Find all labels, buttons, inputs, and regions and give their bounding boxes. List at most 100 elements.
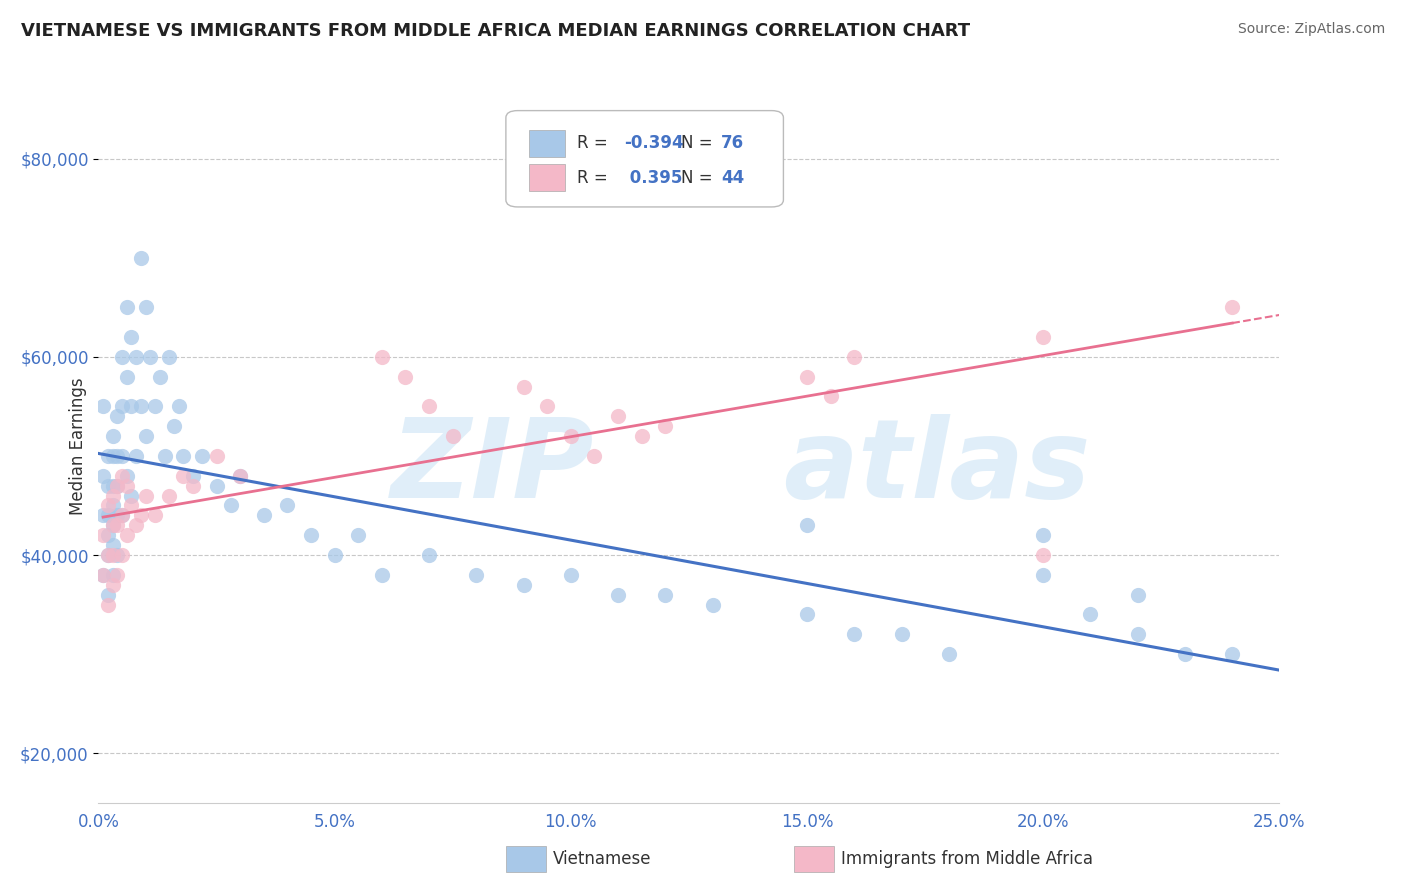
Point xyxy=(820,389,842,403)
Point xyxy=(394,369,416,384)
Point xyxy=(105,508,128,523)
Point xyxy=(125,518,148,533)
Point xyxy=(1032,330,1054,344)
Point xyxy=(153,449,176,463)
FancyBboxPatch shape xyxy=(530,164,565,191)
Text: ZIP: ZIP xyxy=(391,414,595,521)
Point xyxy=(371,567,394,582)
Point xyxy=(143,400,166,414)
Point xyxy=(371,350,394,364)
Point xyxy=(143,508,166,523)
Point xyxy=(139,350,162,364)
Point xyxy=(229,468,252,483)
Point xyxy=(441,429,464,443)
Point xyxy=(796,518,818,533)
Point xyxy=(101,548,124,562)
Point xyxy=(1174,647,1197,661)
Point xyxy=(135,429,157,443)
Point xyxy=(299,528,322,542)
Point xyxy=(796,607,818,622)
Point xyxy=(1220,647,1243,661)
Point xyxy=(101,518,124,533)
Point xyxy=(135,300,157,314)
Point xyxy=(101,478,124,492)
Point xyxy=(844,627,866,641)
Point xyxy=(115,528,138,542)
Point xyxy=(205,449,228,463)
Point xyxy=(115,300,138,314)
Point xyxy=(97,528,120,542)
Text: 0.395: 0.395 xyxy=(624,169,682,186)
Point xyxy=(115,478,138,492)
Point xyxy=(276,499,298,513)
Point xyxy=(418,548,440,562)
Point xyxy=(111,508,134,523)
Point xyxy=(630,429,652,443)
Point xyxy=(157,489,180,503)
Point xyxy=(560,429,582,443)
Point xyxy=(111,400,134,414)
Point xyxy=(111,449,134,463)
Point xyxy=(105,567,128,582)
Point xyxy=(91,567,114,582)
Point xyxy=(536,400,558,414)
Point xyxy=(796,369,818,384)
Point xyxy=(512,379,534,393)
Point xyxy=(465,567,488,582)
Point xyxy=(347,528,370,542)
Point xyxy=(121,330,143,344)
Point xyxy=(219,499,242,513)
Point xyxy=(105,478,128,492)
FancyBboxPatch shape xyxy=(530,130,565,157)
Point xyxy=(97,548,120,562)
Point xyxy=(654,419,676,434)
Point xyxy=(654,588,676,602)
Point xyxy=(125,350,148,364)
FancyBboxPatch shape xyxy=(506,111,783,207)
Point xyxy=(702,598,724,612)
Point xyxy=(101,567,124,582)
Text: 76: 76 xyxy=(721,135,744,153)
Point xyxy=(97,508,120,523)
Text: R =: R = xyxy=(576,169,613,186)
Point xyxy=(253,508,276,523)
Point xyxy=(129,251,152,265)
Point xyxy=(1080,607,1102,622)
Point xyxy=(1220,300,1243,314)
Point xyxy=(512,578,534,592)
Point xyxy=(560,567,582,582)
Point xyxy=(111,508,134,523)
Point xyxy=(181,478,204,492)
Point xyxy=(121,499,143,513)
Point xyxy=(105,478,128,492)
Point xyxy=(91,528,114,542)
Point xyxy=(890,627,912,641)
Point xyxy=(105,409,128,424)
Y-axis label: Median Earnings: Median Earnings xyxy=(69,377,87,515)
Point xyxy=(1126,627,1149,641)
Text: VIETNAMESE VS IMMIGRANTS FROM MIDDLE AFRICA MEDIAN EARNINGS CORRELATION CHART: VIETNAMESE VS IMMIGRANTS FROM MIDDLE AFR… xyxy=(21,22,970,40)
Point xyxy=(129,508,152,523)
Point xyxy=(844,350,866,364)
Point xyxy=(101,489,124,503)
Point xyxy=(125,449,148,463)
Point xyxy=(583,449,606,463)
Point xyxy=(97,598,120,612)
Text: 44: 44 xyxy=(721,169,744,186)
Point xyxy=(97,588,120,602)
Point xyxy=(205,478,228,492)
Point xyxy=(149,369,172,384)
Point xyxy=(101,538,124,552)
Point xyxy=(172,449,194,463)
Point xyxy=(129,400,152,414)
Text: atlas: atlas xyxy=(783,414,1091,521)
Point xyxy=(163,419,186,434)
Point xyxy=(1126,588,1149,602)
Point xyxy=(607,588,630,602)
Point xyxy=(91,508,114,523)
Point xyxy=(1032,567,1054,582)
Point xyxy=(105,518,128,533)
Point xyxy=(105,449,128,463)
Point xyxy=(101,429,124,443)
Point xyxy=(111,548,134,562)
